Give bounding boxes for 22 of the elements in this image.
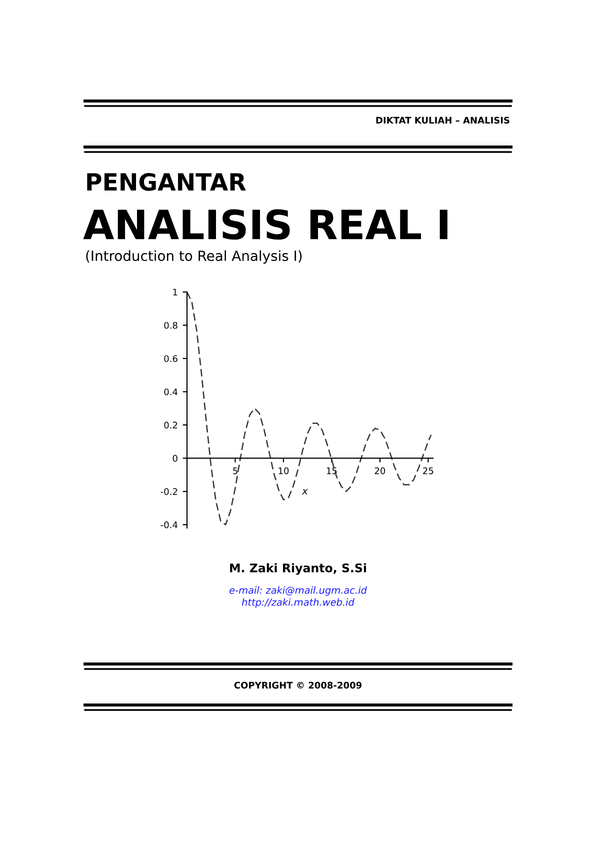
x-tick-label: 10	[278, 467, 289, 474]
x-tick-label: 15	[326, 468, 337, 474]
text: M. Zaki Riyanto, S.Si	[230, 563, 366, 575]
x-tick-label: 5	[233, 468, 238, 474]
text: PENGANTAR	[87, 172, 246, 191]
text: http://zaki.math.web.id	[242, 598, 354, 608]
text: e-mail: zaki@mail.ugm.ac.id	[230, 586, 367, 596]
y-tick-label: 0.8	[164, 322, 178, 329]
y-tick-label: 0.6	[164, 355, 178, 362]
y-tick-label: 0.4	[164, 388, 178, 396]
x-axis-title: x	[302, 489, 308, 494]
y-tick-label: -0.4	[160, 521, 178, 528]
x-tick-label: 25	[423, 467, 434, 474]
y-tick-label: 1	[173, 288, 178, 296]
chart-subtitle: (Introduction to Real Analysis I)	[86, 250, 302, 264]
y-tick-label: -0.2	[160, 488, 178, 495]
x-tick-label: 20	[374, 467, 386, 474]
chart-title: ANALISIS REAL I	[83, 209, 448, 240]
y-tick-label: 0.2	[164, 422, 178, 429]
y-tick-label: 0	[172, 454, 178, 462]
text: COPYRIGHT © 2008-2009	[234, 682, 362, 689]
text: DIKTAT KULIAH – ANALISIS	[376, 116, 510, 124]
